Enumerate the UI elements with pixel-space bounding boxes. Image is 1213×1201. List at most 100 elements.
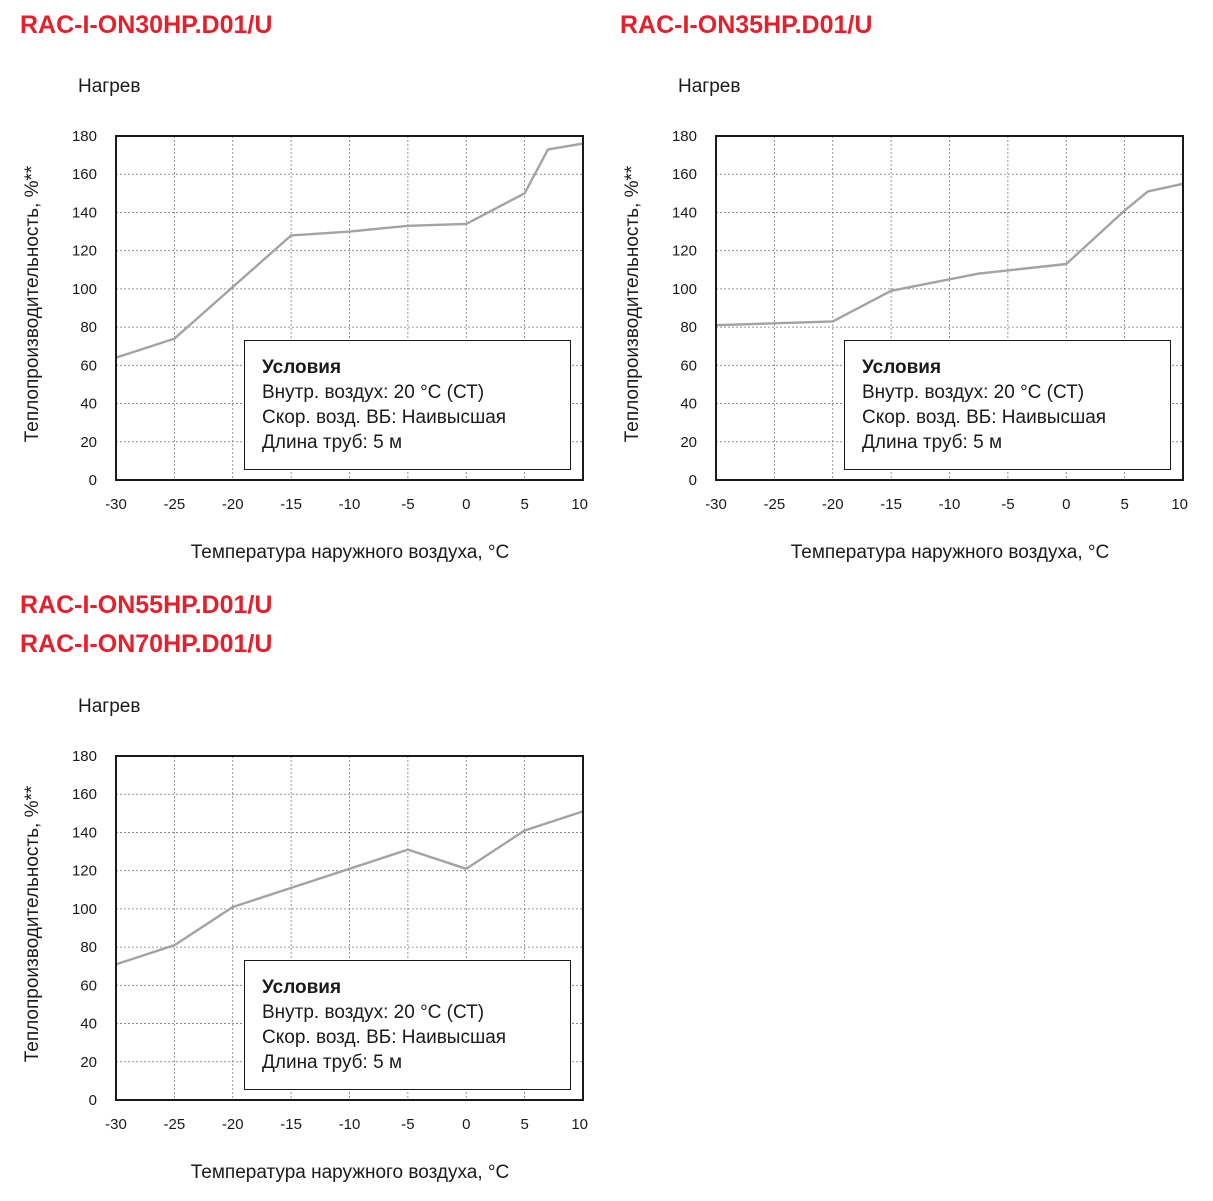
y-tick-label-3: 60: [80, 977, 97, 994]
chart-panel-3: Нагрев 0 20 40 60 80 100 120 140 160 180 -30 -25 -20-…: [0, 620, 600, 1200]
y-tick-label-1: 20: [680, 434, 697, 451]
chart-subtitle: Нагрев: [78, 76, 140, 97]
y-tick-label-2: 40: [680, 396, 697, 413]
y-tick-label-4: 80: [680, 319, 697, 336]
y-tick-label-0: 0: [89, 472, 97, 489]
x-tick-label-6: 0: [462, 496, 470, 513]
data-point-4: [348, 867, 352, 871]
conditions-legend-2: Условия Внутр. воздух: 20 °C (СТ) Скор. …: [844, 340, 1171, 470]
legend-line-fan: Скор. возд. ВБ: Наивысшая: [862, 407, 1107, 428]
x-tick-label-7: 5: [520, 496, 528, 513]
model-title-2: RAC-I-ON35HP.D01/U: [620, 11, 873, 39]
legend-line-pipe: Длина труб: 5 м: [862, 432, 1003, 453]
data-point-3: [289, 886, 293, 890]
x-tick-label-2: -20: [222, 496, 244, 513]
legend-line-fan: Скор. возд. ВБ: Наивысшая: [262, 1027, 507, 1048]
data-point-1: [172, 943, 176, 947]
x-tick-label-3: -15: [880, 496, 902, 513]
y-tick-label-7: 140: [72, 204, 97, 221]
y-tick-label-3: 60: [80, 357, 97, 374]
y-tick-label-8: 160: [72, 166, 97, 183]
x-tick-label-0: -30: [105, 496, 127, 513]
data-point-1: [831, 319, 835, 323]
y-tick-label-1: 20: [80, 434, 97, 451]
x-axis-title: Температура наружного воздуха, °C: [791, 542, 1109, 563]
plot-frame: [115, 755, 584, 1101]
y-tick-label-4: 80: [80, 319, 97, 336]
x-tick-label-1: -25: [764, 496, 786, 513]
legend-line-pipe: Длина труб: 5 м: [262, 432, 403, 453]
legend-line-air: Внутр. воздух: 20 °C (СТ): [262, 382, 485, 403]
legend-title: Условия: [862, 357, 942, 378]
data-point-3: [977, 272, 981, 276]
data-point-5: [406, 224, 410, 228]
chart-panel-1: Нагрев 0 20 40 60 80 100 120 140 160 180 -30 -25 -20-…: [0, 0, 600, 580]
data-point-3: [289, 233, 293, 237]
y-tick-label-9: 180: [672, 128, 697, 145]
x-tick-label-0: -30: [105, 1116, 127, 1133]
chart-subtitle: Нагрев: [678, 76, 740, 97]
data-point-2: [231, 905, 235, 909]
data-point-5: [406, 848, 410, 852]
y-tick-label-8: 160: [72, 786, 97, 803]
data-point-6: [1146, 189, 1150, 193]
data-point-8: [546, 147, 550, 151]
y-tick-label-6: 120: [672, 243, 697, 260]
data-point-5: [1123, 209, 1127, 213]
x-tick-label-8: 10: [1171, 496, 1188, 513]
y-tick-label-6: 120: [72, 863, 97, 880]
y-tick-label-2: 40: [80, 1016, 97, 1033]
x-tick-label-5: -5: [401, 1116, 414, 1133]
x-tick-label-6: 0: [462, 1116, 470, 1133]
model-title-1: RAC-I-ON30HP.D01/U: [20, 11, 273, 39]
y-tick-label-9: 180: [72, 128, 97, 145]
y-tick-label-7: 140: [72, 824, 97, 841]
x-tick-label-4: -10: [339, 496, 361, 513]
y-axis-title: Теплопроизводительность, %**: [22, 785, 43, 1062]
x-tick-label-8: 10: [571, 496, 588, 513]
chart-subtitle: Нагрев: [78, 696, 140, 717]
x-tick-label-3: -15: [280, 1116, 302, 1133]
x-axis-title: Температура наружного воздуха, °C: [191, 542, 509, 563]
data-point-6: [464, 222, 468, 226]
series-line: [715, 182, 1184, 327]
x-tick-label-2: -20: [822, 496, 844, 513]
y-tick-label-5: 100: [72, 901, 97, 918]
legend-title: Условия: [262, 977, 342, 998]
y-tick-label-1: 20: [80, 1054, 97, 1071]
x-tick-label-2: -20: [222, 1116, 244, 1133]
x-tick-label-6: 0: [1062, 496, 1070, 513]
data-point-2: [889, 289, 893, 293]
legend-line-fan: Скор. возд. ВБ: Наивысшая: [262, 407, 507, 428]
x-tick-label-3: -15: [280, 496, 302, 513]
x-axis-title: Температура наружного воздуха, °C: [191, 1162, 509, 1183]
y-axis-title: Теплопроизводительность, %**: [22, 165, 43, 442]
x-tick-label-7: 5: [520, 1116, 528, 1133]
x-tick-label-4: -10: [939, 496, 961, 513]
conditions-legend-1: Условия Внутр. воздух: 20 °C (СТ) Скор. …: [244, 340, 571, 470]
x-tick-label-4: -10: [339, 1116, 361, 1133]
plot-frame: [115, 135, 584, 481]
data-point-7: [523, 191, 527, 195]
conditions-legend-3: Условия Внутр. воздух: 20 °C (СТ) Скор. …: [244, 960, 571, 1090]
y-tick-label-6: 120: [72, 243, 97, 260]
plot-frame: [715, 135, 1184, 481]
series-line: [115, 142, 584, 359]
y-tick-label-5: 100: [672, 281, 697, 298]
legend-line-air: Внутр. воздух: 20 °C (СТ): [862, 382, 1085, 403]
y-tick-label-0: 0: [89, 1092, 97, 1109]
y-tick-label-7: 140: [672, 204, 697, 221]
y-tick-label-4: 80: [80, 939, 97, 956]
legend-title: Условия: [262, 357, 342, 378]
x-tick-label-5: -5: [1001, 496, 1014, 513]
legend-line-pipe: Длина труб: 5 м: [262, 1052, 403, 1073]
data-point-2: [231, 285, 235, 289]
series-line: [115, 810, 584, 966]
x-tick-label-7: 5: [1120, 496, 1128, 513]
legend-line-air: Внутр. воздух: 20 °C (СТ): [262, 1002, 485, 1023]
model-title-3: RAC-I-ON55HP.D01/U: [20, 591, 273, 619]
y-tick-label-3: 60: [680, 357, 697, 374]
